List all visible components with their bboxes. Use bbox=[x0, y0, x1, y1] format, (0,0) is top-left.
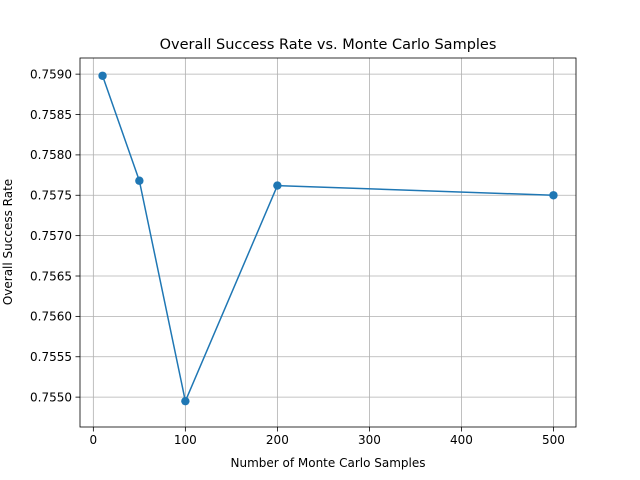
x-axis-ticks: 0 100 200 300 400 500 bbox=[90, 427, 565, 447]
chart-title: Overall Success Rate vs. Monte Carlo Sam… bbox=[160, 37, 497, 53]
data-point bbox=[181, 396, 190, 406]
y-tick-label: 0.7590 bbox=[30, 67, 72, 81]
y-axis-label: Overall Success Rate bbox=[1, 179, 15, 305]
data-point bbox=[98, 71, 107, 80]
x-axis-label: Number of Monte Carlo Samples bbox=[230, 456, 425, 470]
series-layer bbox=[98, 71, 558, 406]
y-tick-label: 0.7550 bbox=[30, 390, 72, 404]
x-tick-label: 500 bbox=[542, 433, 565, 447]
x-tick-label: 0 bbox=[90, 433, 98, 447]
y-tick-label: 0.7585 bbox=[30, 108, 72, 122]
x-tick-label: 400 bbox=[450, 433, 473, 447]
y-tick-label: 0.7565 bbox=[30, 269, 72, 283]
y-axis-ticks: 0.7550 0.7555 0.7560 0.7565 0.7570 0.7575 0.75… bbox=[30, 67, 80, 404]
y-tick-label: 0.7560 bbox=[30, 310, 72, 324]
x-tick-label: 200 bbox=[266, 433, 289, 447]
y-tick-label: 0.7555 bbox=[30, 350, 72, 364]
plot-frame bbox=[79, 57, 577, 428]
y-tick-label: 0.7575 bbox=[30, 189, 72, 203]
data-point bbox=[135, 176, 144, 185]
data-point bbox=[549, 191, 558, 200]
x-tick-label: 100 bbox=[174, 433, 197, 447]
x-tick-label: 300 bbox=[358, 433, 381, 447]
y-tick-label: 0.7580 bbox=[30, 148, 72, 162]
data-point bbox=[273, 181, 282, 190]
y-tick-label: 0.7570 bbox=[30, 229, 72, 243]
grid-lines bbox=[80, 58, 576, 427]
